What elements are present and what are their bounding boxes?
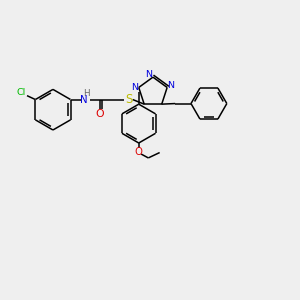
Text: H: H bbox=[83, 89, 89, 98]
Text: N: N bbox=[131, 83, 138, 92]
Text: O: O bbox=[135, 147, 143, 157]
Text: N: N bbox=[167, 81, 175, 90]
Text: Cl: Cl bbox=[16, 88, 26, 98]
Text: N: N bbox=[146, 70, 153, 79]
Text: O: O bbox=[95, 109, 104, 119]
Text: S: S bbox=[125, 93, 132, 106]
Text: N: N bbox=[80, 94, 88, 104]
